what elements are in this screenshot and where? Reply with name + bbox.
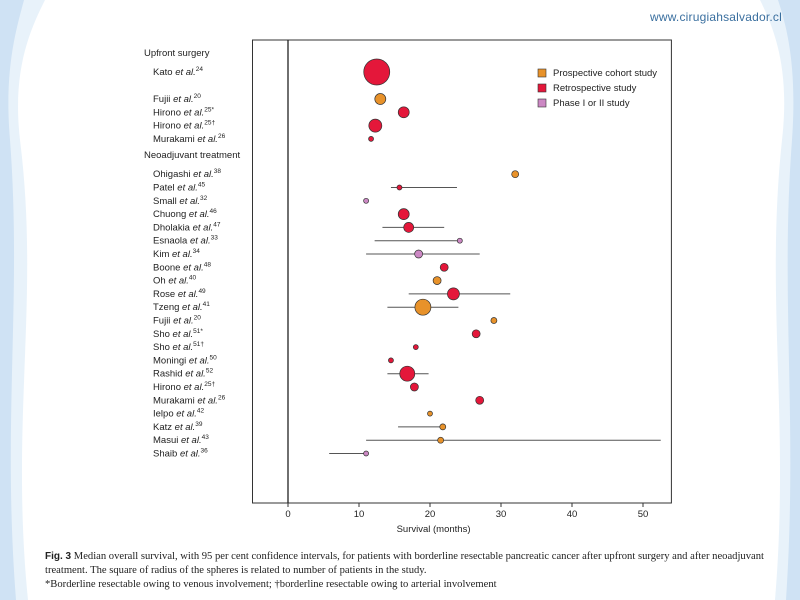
study-point — [368, 118, 383, 133]
study-label: Ielpo et al.42 — [153, 408, 204, 420]
x-axis-label: Survival (months) — [397, 524, 471, 535]
x-tick-label: 40 — [567, 509, 578, 520]
study-point — [414, 249, 423, 259]
site-url[interactable]: www.cirugiahsalvador.cl — [650, 10, 782, 24]
study-label: Shaib et al.36 — [153, 448, 208, 460]
study-label: Fujii et al.20 — [153, 93, 201, 105]
x-tick-label: 30 — [496, 509, 507, 520]
legend-swatch — [537, 98, 547, 108]
study-label: Sho et al.51† — [153, 341, 204, 353]
study-label: Sho et al.51* — [153, 328, 203, 340]
study-label: Hirono et al.25* — [153, 106, 214, 118]
study-label: Rose et al.49 — [153, 288, 206, 300]
study-label: Oh et al.40 — [153, 275, 197, 287]
legend-swatch — [537, 68, 547, 78]
study-point — [363, 450, 369, 457]
study-point — [368, 136, 374, 142]
study-point — [399, 365, 416, 382]
study-point — [456, 237, 463, 244]
study-point — [410, 382, 419, 392]
study-point — [439, 262, 449, 272]
group-heading: Neoadjuvant treatment — [144, 150, 240, 161]
legend-label: Retrospective study — [553, 83, 637, 94]
study-point — [437, 436, 444, 444]
study-point — [363, 197, 369, 204]
group-heading: Upfront surgery — [144, 48, 210, 59]
study-point — [432, 276, 442, 285]
study-label: Hirono et al.25† — [153, 120, 215, 132]
study-label: Kato et al.24 — [153, 66, 203, 78]
study-label: Kim et al.34 — [153, 248, 200, 260]
study-point — [414, 298, 432, 316]
study-point — [475, 395, 485, 405]
study-point — [374, 93, 387, 105]
study-point — [397, 208, 410, 220]
study-label: Ohigashi et al.38 — [153, 168, 221, 180]
study-point — [403, 222, 415, 233]
x-tick-label: 50 — [638, 509, 649, 520]
legend-swatch — [537, 83, 547, 93]
x-tick-label: 10 — [354, 509, 365, 520]
x-tick-label: 0 — [285, 509, 290, 520]
study-label: Murakami et al.26 — [153, 394, 226, 406]
study-label: Chuong et al.46 — [153, 208, 217, 220]
study-point — [363, 58, 391, 86]
plot-frame — [252, 39, 672, 504]
study-point — [397, 106, 410, 119]
study-label: Small et al.32 — [153, 195, 208, 207]
legend-label: Prospective cohort study — [553, 68, 657, 79]
study-label: Moningi et al.50 — [153, 354, 217, 366]
study-point — [388, 357, 394, 364]
study-label: Esnaola et al.33 — [153, 235, 218, 247]
study-label: Murakami et al.26 — [153, 133, 226, 145]
x-tick-label: 20 — [425, 509, 436, 520]
figure-caption: Fig. 3 Median overall survival, with 95 … — [45, 550, 765, 592]
study-label: Rashid et al.52 — [153, 368, 213, 380]
caption-fig-label: Fig. 3 — [45, 551, 72, 562]
study-label: Tzeng et al.41 — [153, 301, 210, 313]
study-point — [490, 317, 498, 324]
study-label: Dholakia et al.47 — [153, 221, 221, 233]
study-label: Patel et al.45 — [153, 182, 206, 194]
study-label: Boone et al.48 — [153, 261, 211, 273]
study-label: Hirono et al.25† — [153, 381, 215, 393]
study-point — [439, 423, 447, 431]
caption-footnote: *Borderline resectable owing to venous i… — [45, 579, 497, 590]
caption-text: Median overall survival, with 95 per cen… — [45, 551, 764, 576]
study-label: Katz et al.39 — [153, 421, 203, 433]
study-point — [447, 287, 460, 301]
study-point — [412, 344, 419, 350]
study-point — [396, 184, 403, 191]
study-point — [427, 410, 433, 417]
legend-label: Phase I or II study — [553, 98, 630, 109]
study-point — [471, 329, 481, 339]
study-label: Fujii et al.20 — [153, 315, 201, 327]
study-point — [511, 170, 520, 179]
study-label: Masui et al.43 — [153, 434, 209, 446]
